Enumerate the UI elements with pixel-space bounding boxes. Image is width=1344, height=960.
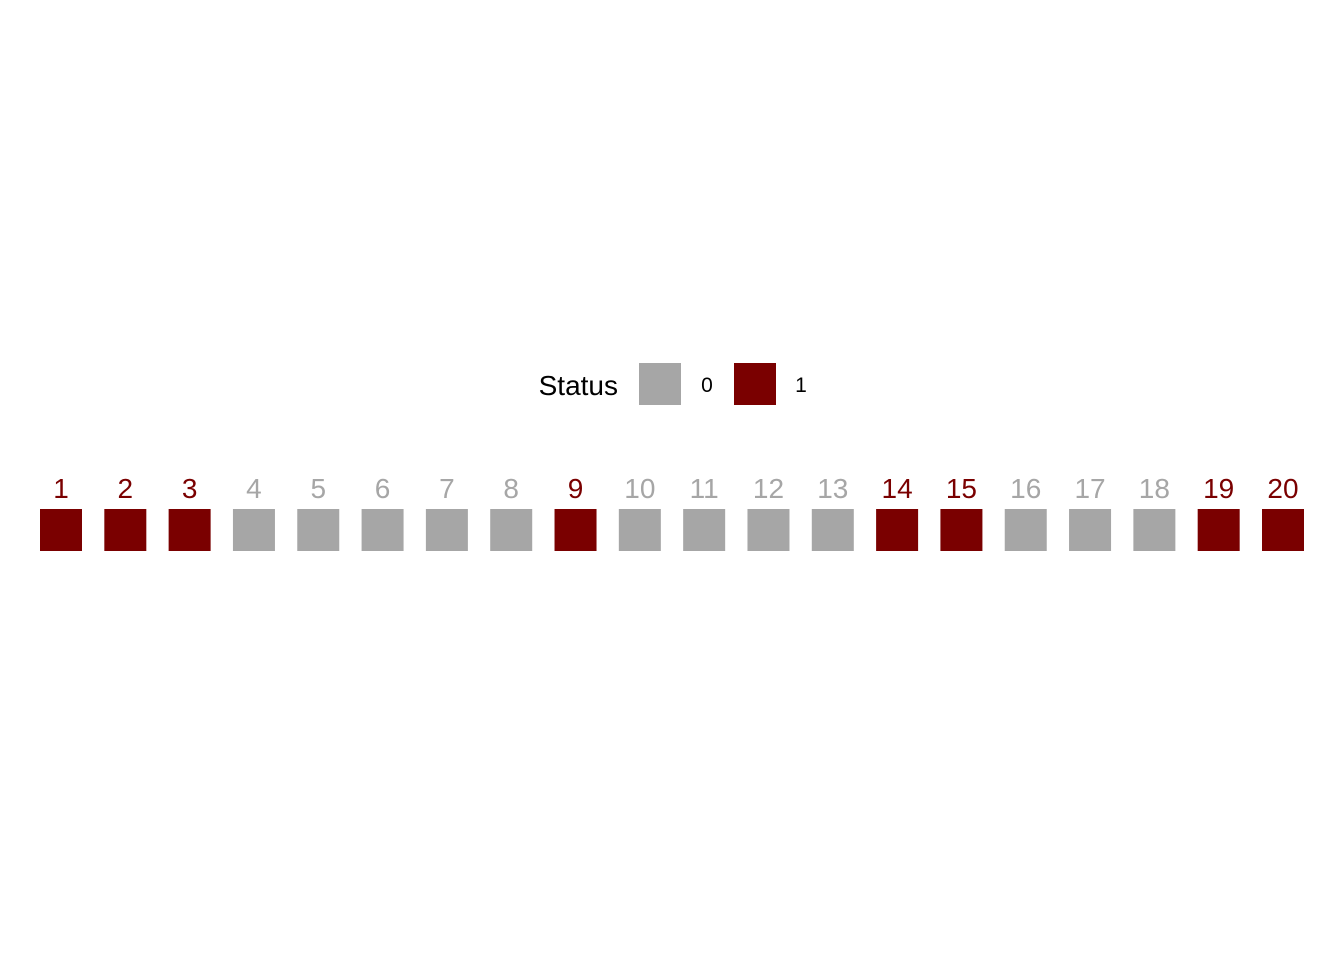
tile-label: 1 <box>53 473 69 504</box>
status-tile <box>1069 509 1112 551</box>
status-tile <box>232 509 275 551</box>
tile-label: 7 <box>439 473 455 504</box>
tile-label: 4 <box>246 473 262 504</box>
tile-label: 14 <box>882 473 913 504</box>
tile-label: 2 <box>118 473 134 504</box>
legend-key-label: 0 <box>701 374 713 397</box>
status-tile <box>940 509 983 551</box>
legend-key-label: 1 <box>795 374 807 397</box>
tile-label: 13 <box>817 473 848 504</box>
tile-label: 17 <box>1074 473 1105 504</box>
tile-label: 12 <box>753 473 784 504</box>
status-tile <box>811 509 854 551</box>
tile-row: 1 2 3 4 5 6 7 8 9 10 11 12 13 14 15 16 17 18 19 20 <box>40 473 1304 551</box>
status-tile <box>554 509 597 551</box>
tile-label: 10 <box>624 473 655 504</box>
status-tile <box>1262 509 1304 551</box>
tile-label: 16 <box>1010 473 1041 504</box>
legend: Status 0 1 <box>539 363 807 405</box>
tile-label: 18 <box>1139 473 1170 504</box>
status-tile <box>618 509 661 551</box>
status-tile <box>297 509 340 551</box>
status-tile <box>1197 509 1240 551</box>
status-tile <box>104 509 147 551</box>
status-tile <box>425 509 468 551</box>
tile-label: 5 <box>310 473 326 504</box>
legend-title: Status <box>539 370 618 401</box>
status-tile <box>876 509 919 551</box>
tile-label: 8 <box>503 473 519 504</box>
status-tile <box>1004 509 1047 551</box>
status-tile <box>683 509 726 551</box>
tile-label: 15 <box>946 473 977 504</box>
tile-label: 6 <box>375 473 391 504</box>
tile-label: 3 <box>182 473 198 504</box>
status-tile <box>747 509 790 551</box>
tile-label: 20 <box>1267 473 1298 504</box>
status-tile <box>361 509 404 551</box>
legend-key-swatch <box>734 363 776 405</box>
status-tile <box>1133 509 1176 551</box>
status-tile <box>40 509 82 551</box>
tile-label: 19 <box>1203 473 1234 504</box>
status-tile <box>490 509 533 551</box>
tile-label: 9 <box>568 473 584 504</box>
tile-label: 11 <box>690 473 719 504</box>
legend-key-swatch <box>639 363 681 405</box>
status-tile <box>168 509 211 551</box>
